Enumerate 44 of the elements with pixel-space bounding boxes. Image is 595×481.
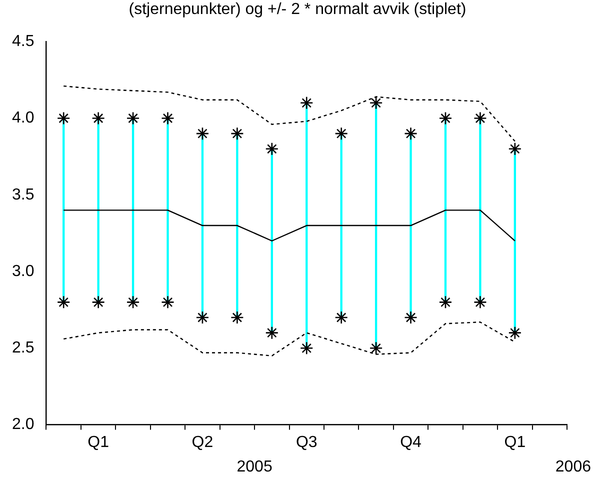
y-tick-label: 2.0: [12, 416, 34, 434]
y-tick-label: 3.5: [12, 186, 34, 204]
point: [196, 310, 210, 324]
point: [474, 112, 487, 125]
point: [438, 296, 452, 309]
bar: [236, 133, 238, 318]
point: [92, 112, 105, 125]
point: [56, 112, 70, 125]
x-tick-label: Q1: [88, 434, 110, 451]
point: [230, 310, 244, 324]
y-tick-label: 3.0: [12, 262, 34, 280]
point: [438, 112, 452, 125]
point: [230, 126, 244, 140]
point: [126, 112, 140, 125]
point: [196, 126, 210, 140]
point: [369, 342, 383, 355]
point: [474, 296, 487, 309]
y-tick-label: 4.5: [12, 33, 34, 50]
text: 2006: [555, 458, 592, 476]
text: 2005: [236, 458, 272, 476]
point: [508, 142, 522, 156]
point: [404, 310, 418, 324]
y-tick-label: 4.0: [12, 110, 34, 127]
bar: [410, 133, 412, 318]
x-tick-label: Q1: [504, 434, 526, 451]
point: [334, 126, 348, 140]
x-tick-label: Q4: [400, 434, 422, 451]
point: [404, 126, 418, 140]
x-tick-label: Q3: [296, 434, 318, 451]
x-tick-label: Q2: [192, 434, 214, 451]
point: [369, 96, 383, 110]
point: [300, 96, 314, 110]
chart-title: (stjernepunkter) og +/- 2 * normalt avvik (stiplet): [128, 0, 468, 20]
point: [265, 326, 279, 340]
point: [334, 310, 348, 324]
point: [56, 296, 70, 309]
point: [265, 142, 279, 156]
point: [300, 342, 314, 355]
point: [508, 326, 522, 340]
point: [126, 296, 140, 309]
point: [161, 296, 174, 309]
y-tick-label: 2.5: [12, 340, 34, 357]
point: [92, 296, 105, 309]
point: [161, 112, 174, 125]
